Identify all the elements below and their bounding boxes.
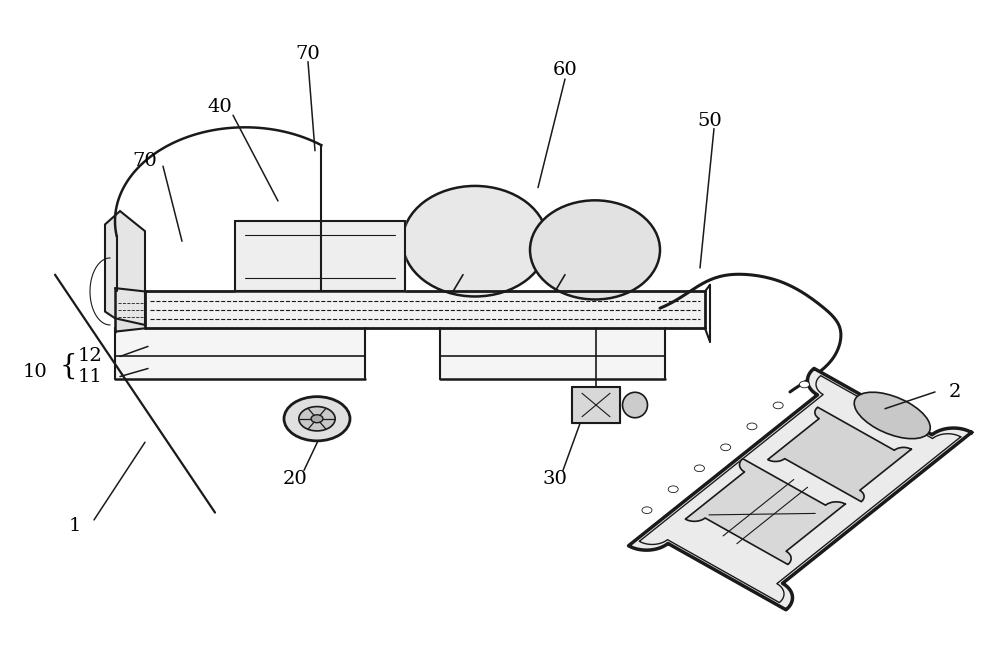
Circle shape	[284, 397, 350, 441]
Text: 20: 20	[283, 470, 307, 488]
Text: 12: 12	[78, 348, 102, 365]
Text: {: {	[59, 352, 77, 379]
Polygon shape	[115, 288, 145, 332]
Polygon shape	[768, 407, 911, 502]
Ellipse shape	[402, 186, 548, 296]
Text: 2: 2	[949, 383, 961, 401]
Polygon shape	[115, 328, 365, 379]
Ellipse shape	[530, 200, 660, 299]
Circle shape	[642, 507, 652, 513]
Circle shape	[694, 465, 704, 472]
Text: 60: 60	[553, 62, 577, 79]
Polygon shape	[235, 221, 405, 291]
Circle shape	[773, 402, 783, 409]
Polygon shape	[685, 459, 845, 565]
Text: 70: 70	[133, 152, 157, 170]
Circle shape	[799, 381, 809, 388]
Polygon shape	[629, 369, 971, 610]
Text: 30: 30	[543, 470, 567, 488]
Circle shape	[668, 486, 678, 492]
Circle shape	[747, 423, 757, 429]
Text: 40: 40	[208, 98, 232, 116]
Ellipse shape	[854, 392, 930, 439]
Text: 10: 10	[23, 363, 47, 381]
Circle shape	[311, 415, 323, 423]
Circle shape	[721, 444, 731, 451]
Polygon shape	[572, 387, 620, 423]
Circle shape	[299, 407, 335, 431]
Polygon shape	[145, 291, 705, 328]
Polygon shape	[440, 328, 665, 379]
Ellipse shape	[622, 393, 648, 418]
Text: 11: 11	[78, 368, 102, 385]
Text: 50: 50	[698, 112, 722, 129]
Text: 1: 1	[69, 517, 81, 535]
Polygon shape	[105, 211, 145, 325]
Text: 70: 70	[296, 45, 320, 62]
